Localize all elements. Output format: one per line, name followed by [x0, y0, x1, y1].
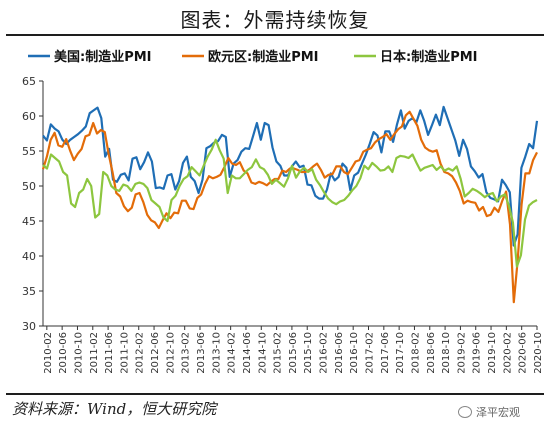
- x-tick-label: 2016-02: [319, 332, 330, 374]
- x-tick-label: 2016-06: [334, 332, 345, 374]
- y-tick-label: 30: [22, 320, 36, 333]
- x-tick-label: 2015-02: [273, 332, 284, 374]
- y-tick-label: 60: [22, 110, 36, 123]
- watermark-text: 泽平宏观: [476, 406, 520, 419]
- x-tick-label: 2012-06: [150, 332, 161, 374]
- legend: 美国:制造业PMI 欧元区:制造业PMI 日本:制造业PMI: [28, 49, 478, 65]
- x-tick-label: 2018-10: [441, 332, 452, 374]
- x-tick-label: 2010-06: [58, 332, 69, 374]
- y-tick-label: 45: [22, 215, 36, 228]
- x-tick-label: 2011-06: [104, 332, 115, 374]
- x-tick-label: 2017-06: [380, 332, 391, 374]
- legend-label-0: 美国:制造业PMI: [54, 49, 152, 65]
- axes: 30 35 40 45 50 55 60 65 2010-02 2010-06 2010-10 201…: [22, 75, 544, 374]
- x-tick-label: 2013-02: [181, 332, 192, 374]
- x-tick-label: 2015-10: [303, 332, 314, 374]
- y-tick-label: 35: [22, 285, 36, 298]
- y-tick-label: 65: [22, 75, 36, 88]
- watermark: 泽平宏观: [458, 404, 520, 420]
- x-tick-label: 2013-06: [196, 332, 207, 374]
- footer-divider: [6, 393, 544, 395]
- pmi-line-chart: 美国:制造业PMI 欧元区:制造业PMI 日本:制造业PMI 30 35 40 45 50 5…: [22, 49, 544, 374]
- x-tick-label: 2014-02: [227, 332, 238, 374]
- x-tick-label: 2014-06: [242, 332, 253, 374]
- series-lines: [41, 105, 539, 304]
- y-tick-label: 50: [22, 180, 36, 193]
- x-tick-label: 2015-06: [288, 332, 299, 374]
- x-tick-label: 2012-02: [135, 332, 146, 374]
- x-tick-label: 2018-02: [410, 332, 421, 374]
- y-tick-label: 55: [22, 145, 36, 158]
- x-tick-label: 2019-02: [456, 332, 467, 374]
- x-tick-label: 2010-02: [43, 332, 54, 374]
- x-tick-label: 2014-10: [257, 332, 268, 374]
- chart-title: 图表：外需持续恢复: [180, 8, 370, 32]
- x-tick-label: 2017-02: [365, 332, 376, 374]
- x-tick-label: 2019-06: [472, 332, 483, 374]
- series-line-0: [42, 105, 539, 247]
- x-tick-label: 2020-10: [533, 332, 544, 374]
- x-tick-label: 2013-10: [211, 332, 222, 374]
- legend-label-1: 欧元区:制造业PMI: [208, 49, 319, 65]
- y-tick-label: 40: [22, 250, 36, 263]
- x-tick-label: 2011-10: [119, 332, 130, 374]
- x-tick-label: 2017-10: [395, 332, 406, 374]
- legend-label-2: 日本:制造业PMI: [380, 49, 478, 65]
- x-tick-label: 2018-06: [426, 332, 437, 374]
- wechat-icon: [458, 406, 472, 418]
- x-tick-label: 2011-02: [89, 332, 100, 374]
- x-tick-label: 2012-10: [165, 332, 176, 374]
- x-tick-label: 2020-02: [502, 332, 513, 374]
- x-tick-label: 2019-10: [487, 332, 498, 374]
- title-divider: [6, 34, 544, 36]
- x-tick-label: 2016-10: [349, 332, 360, 374]
- series-line-2: [42, 138, 538, 268]
- x-tick-label: 2020-06: [518, 332, 529, 374]
- x-tick-label: 2010-10: [73, 332, 84, 374]
- source-note: 资料来源：Wind，恒大研究院: [12, 400, 217, 418]
